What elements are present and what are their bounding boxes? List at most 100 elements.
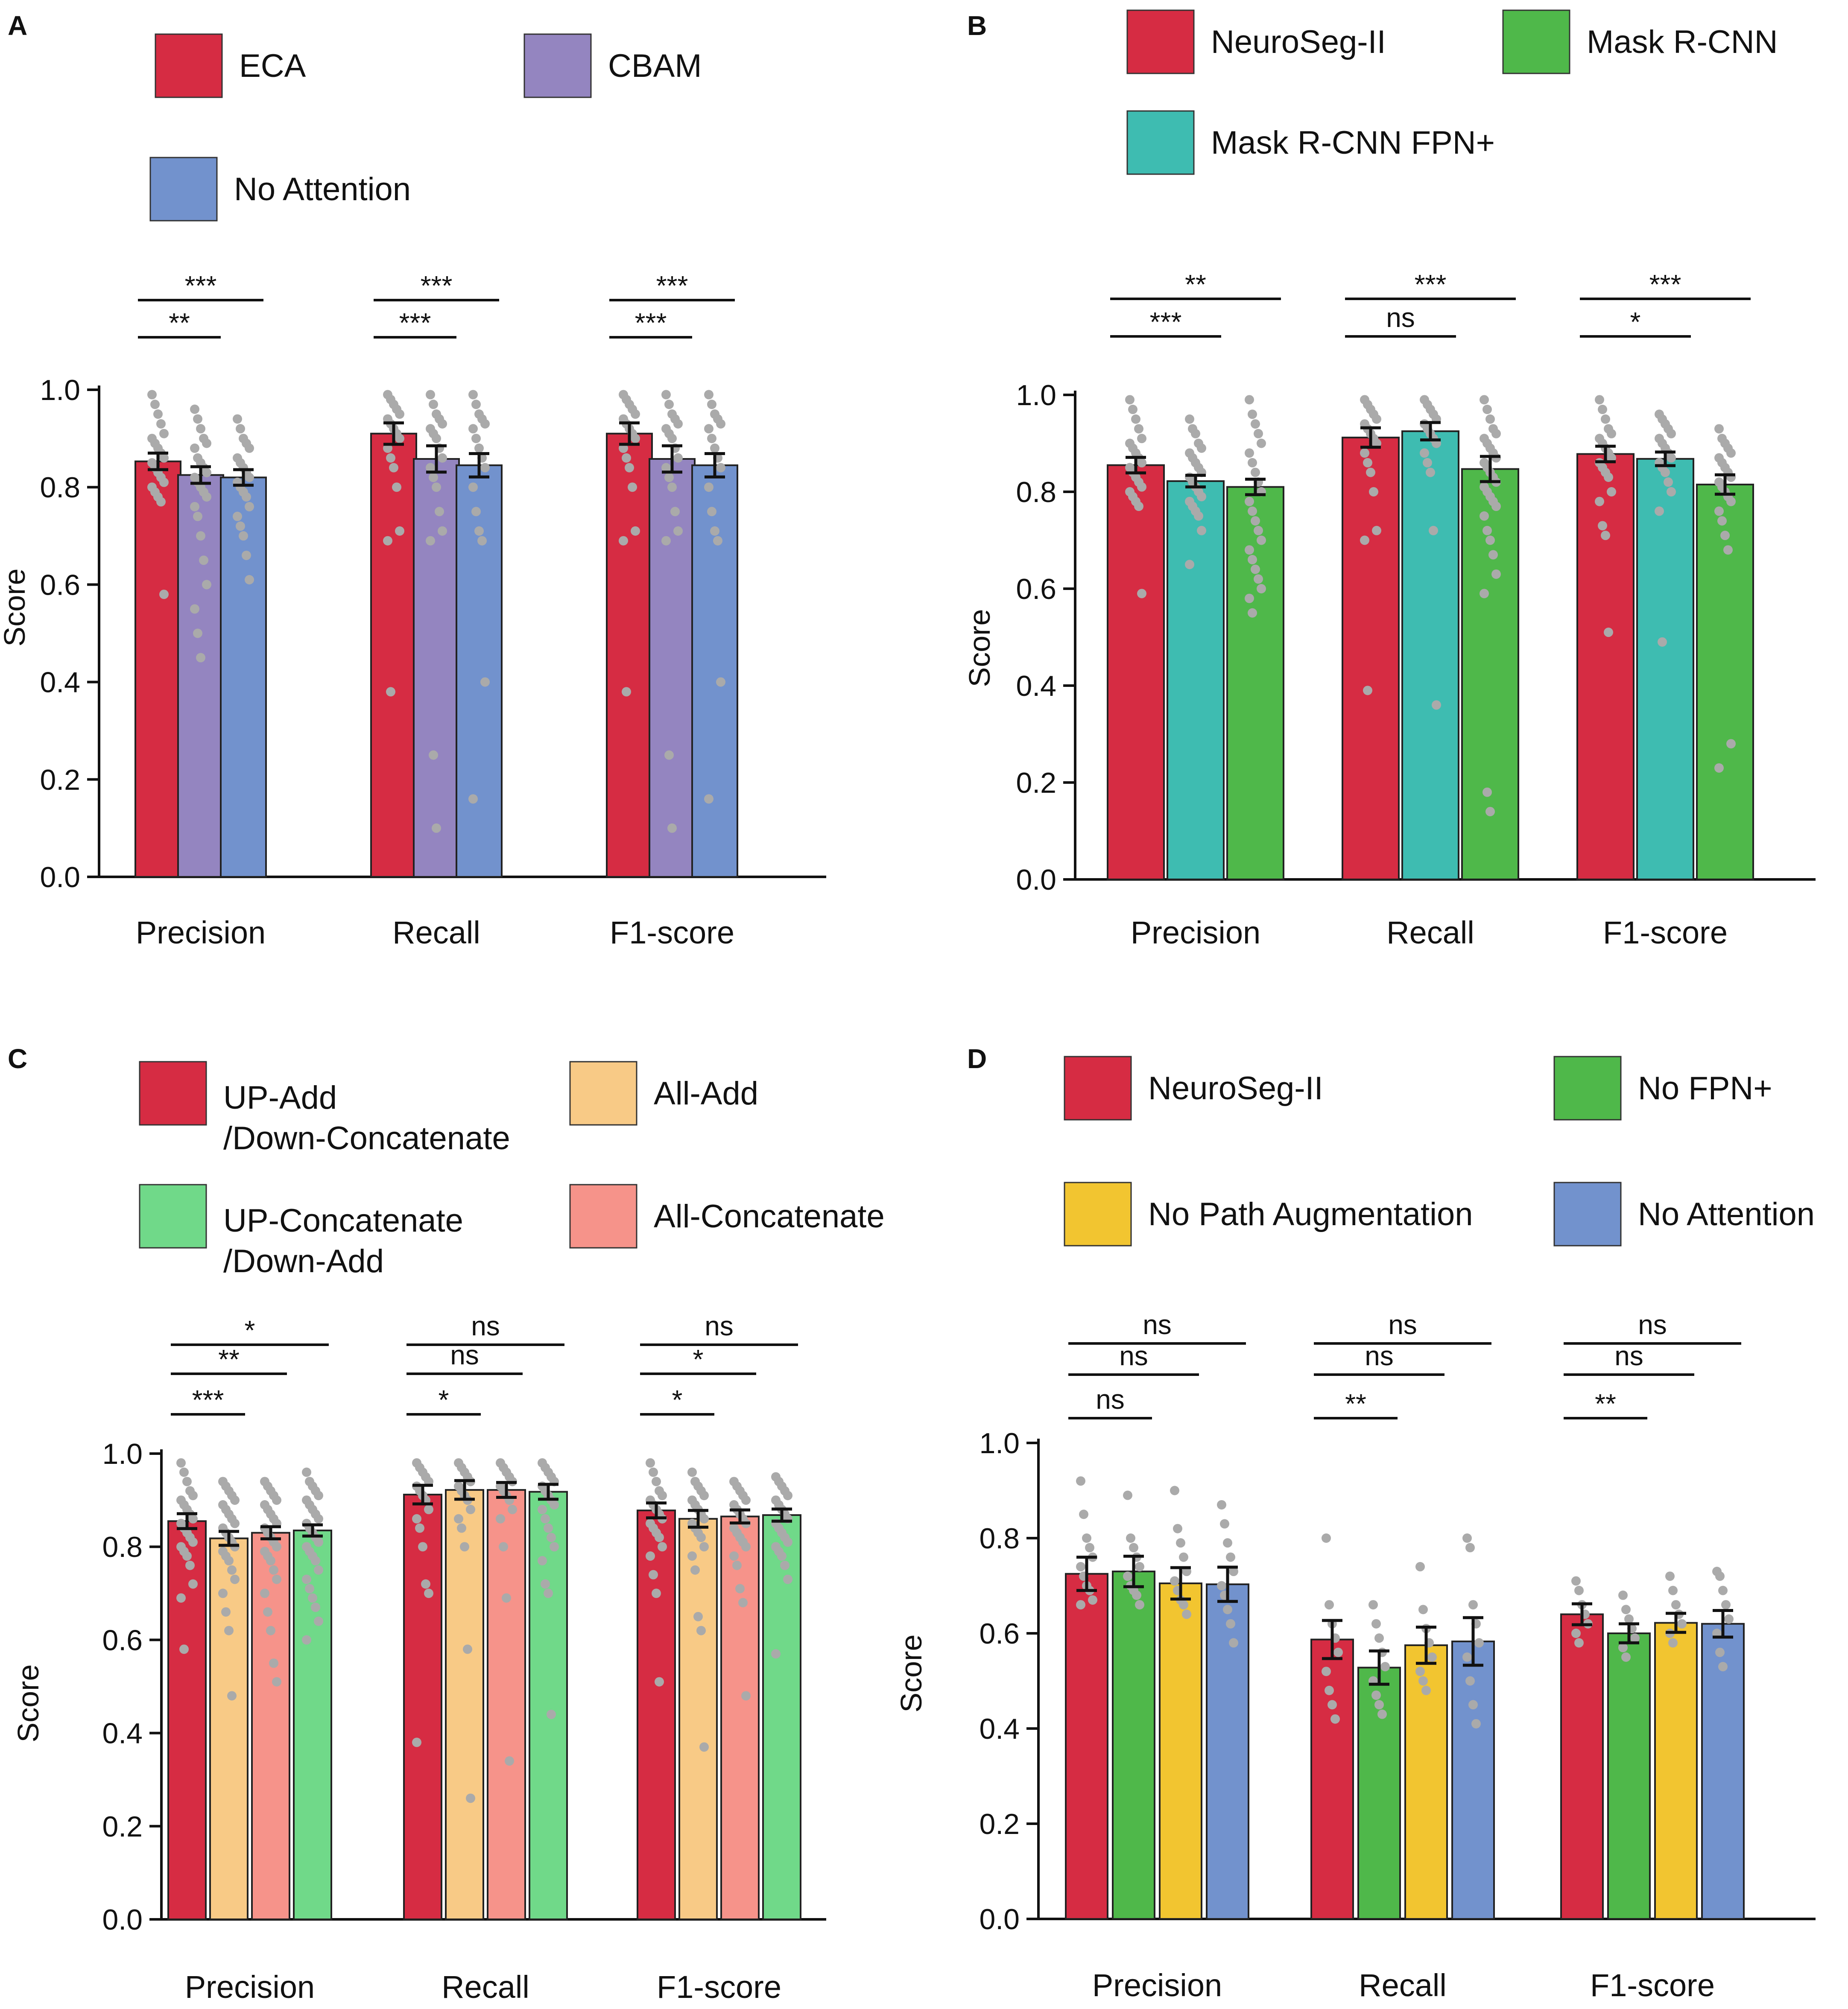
data-point [466, 1504, 475, 1514]
data-point [392, 482, 401, 492]
data-point [1197, 443, 1206, 453]
data-point [646, 1458, 655, 1468]
significance-label: ns [1638, 1309, 1667, 1340]
y-tick-label: 1.0 [40, 374, 80, 406]
data-point [1624, 1614, 1634, 1624]
data-point [1251, 419, 1260, 429]
data-point [314, 1537, 323, 1547]
data-point [631, 526, 640, 536]
data-point [1618, 1590, 1628, 1600]
data-point [468, 794, 478, 804]
significance-label: *** [1415, 269, 1447, 300]
data-point [1415, 1562, 1425, 1571]
data-point [732, 1560, 742, 1570]
bar [1206, 1583, 1249, 1920]
bar [1357, 1667, 1401, 1920]
data-point [699, 1542, 709, 1552]
data-point [412, 1514, 421, 1524]
data-point [1718, 1586, 1728, 1595]
data-point [1462, 1652, 1472, 1662]
data-point [673, 419, 683, 429]
data-point [538, 1556, 547, 1565]
data-point [1226, 1552, 1235, 1562]
data-point [424, 1504, 433, 1514]
bar [445, 1489, 484, 1920]
legend-label: UP-Add [223, 1080, 337, 1116]
data-point [1485, 414, 1495, 424]
data-point [1173, 1524, 1182, 1533]
data-point [1135, 1600, 1144, 1610]
data-point [314, 1514, 323, 1524]
data-point [729, 1551, 739, 1561]
data-point [1248, 608, 1257, 618]
data-point [1415, 1667, 1425, 1676]
data-point [1123, 1490, 1132, 1500]
data-point [156, 497, 166, 507]
data-point [272, 1542, 281, 1552]
data-point [738, 1598, 748, 1608]
data-point [1322, 1667, 1331, 1676]
data-point [1601, 531, 1610, 540]
data-point [176, 1458, 186, 1468]
data-point [1621, 1605, 1631, 1615]
data-point [260, 1589, 269, 1598]
legend-swatch [569, 1061, 637, 1126]
data-point [1571, 1576, 1581, 1586]
significance-label: * [1630, 307, 1641, 337]
data-point [1601, 414, 1610, 424]
y-tick-label: 1.0 [1016, 379, 1056, 412]
data-point [1137, 482, 1146, 492]
data-point [667, 823, 677, 833]
data-point [1325, 1600, 1334, 1610]
y-tick-label: 0.8 [979, 1522, 1020, 1555]
data-point [1607, 487, 1616, 496]
legend-label: No Attention [234, 171, 411, 207]
data-point [696, 1533, 706, 1542]
significance-label: ** [1345, 1388, 1366, 1419]
data-point [196, 653, 205, 663]
category-label: Precision [136, 915, 266, 950]
significance-label: *** [192, 1384, 224, 1415]
data-point [707, 434, 716, 444]
data-point [314, 1616, 323, 1626]
y-tick-label: 0.2 [102, 1810, 143, 1843]
data-point [783, 1491, 792, 1501]
data-point [1325, 1685, 1334, 1695]
data-point [687, 1467, 697, 1477]
data-point [625, 463, 634, 473]
category-label: Precision [1131, 915, 1260, 950]
data-point [1185, 414, 1194, 424]
data-point [1724, 1614, 1734, 1624]
data-point [426, 463, 435, 473]
y-tick-label: 0.0 [40, 861, 80, 894]
data-point [1715, 1571, 1725, 1581]
data-point [242, 550, 251, 560]
data-point [1257, 584, 1266, 593]
y-axis-title: Score [963, 609, 996, 687]
category-label: F1-score [610, 915, 734, 950]
data-point [383, 443, 392, 453]
data-point [185, 1560, 195, 1570]
data-point [196, 531, 205, 541]
bar [1107, 464, 1165, 880]
data-point [628, 482, 637, 492]
significance-label: ** [218, 1344, 240, 1375]
data-point [1132, 1590, 1141, 1600]
legend-label: No FPN+ [1638, 1070, 1772, 1107]
data-point [1667, 487, 1676, 496]
data-point [1372, 526, 1381, 535]
data-point [418, 1542, 427, 1552]
data-point [1427, 1652, 1437, 1662]
data-point [245, 473, 254, 482]
legend-label: ECA [239, 48, 306, 84]
data-point [1229, 1638, 1238, 1648]
data-point [1248, 506, 1257, 516]
significance-label: *** [185, 270, 217, 301]
data-point [1465, 1543, 1475, 1553]
data-point [1432, 700, 1441, 710]
data-point [1128, 405, 1137, 415]
data-point [499, 1542, 508, 1552]
legend-label: Mask R-CNN [1587, 24, 1778, 60]
bar [1167, 480, 1225, 880]
data-point [1333, 1647, 1343, 1657]
